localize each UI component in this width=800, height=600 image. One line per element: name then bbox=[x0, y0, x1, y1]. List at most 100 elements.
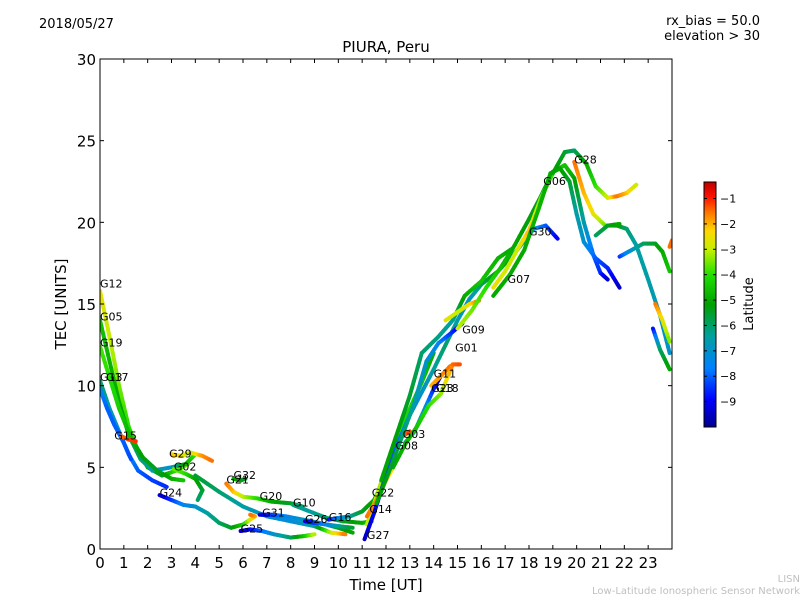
lisn-watermark: LISN Low-Latitude Ionospheric Sensor Net… bbox=[592, 574, 800, 598]
elevation-label: elevation > 30 bbox=[664, 29, 760, 44]
watermark-short: LISN bbox=[777, 574, 800, 585]
satellite-label-g03: G03 bbox=[403, 428, 426, 441]
track-segment bbox=[348, 529, 355, 535]
x-axis-label: Time [UT] bbox=[348, 576, 422, 594]
track-g24 bbox=[157, 493, 257, 530]
colorbar-tick-label: −1 bbox=[720, 193, 736, 206]
satellite-label-g06: G06 bbox=[543, 175, 566, 188]
x-tick-label: 7 bbox=[262, 554, 272, 572]
track-segment bbox=[195, 496, 201, 502]
satellite-label-g13: G13 bbox=[100, 371, 123, 384]
colorbar-tick-label: −4 bbox=[720, 269, 736, 282]
satellite-label-g28: G28 bbox=[574, 154, 597, 167]
track-g07 bbox=[455, 163, 610, 331]
satellite-label-g14: G14 bbox=[369, 503, 392, 516]
colorbar-tick-label: −6 bbox=[720, 319, 736, 332]
satellite-label-g30: G30 bbox=[529, 225, 552, 238]
track-segment bbox=[208, 457, 215, 463]
track-g29 bbox=[169, 450, 215, 463]
satellite-label-g16: G16 bbox=[329, 511, 352, 524]
track-segment bbox=[162, 483, 169, 489]
x-axis: 0 1 2 3 4 5 6 7 8 9 10 11 12 13 14 15 16 17 18 19 20 21 22 23 bbox=[95, 59, 658, 572]
watermark-long: Low-Latitude Ionospheric Sensor Network bbox=[592, 586, 800, 597]
x-tick-label: 2 bbox=[143, 554, 153, 572]
x-tick-label: 17 bbox=[496, 554, 515, 572]
x-tick-label: 11 bbox=[353, 554, 372, 572]
satellite-label-g18: G18 bbox=[436, 382, 459, 395]
satellite-label-g27: G27 bbox=[367, 529, 390, 542]
satellite-label-g25: G25 bbox=[241, 523, 264, 536]
satellite-label-g08: G08 bbox=[396, 439, 419, 452]
track-g13b bbox=[653, 302, 672, 344]
track-g05b bbox=[617, 241, 672, 274]
x-tick-label: 12 bbox=[376, 554, 395, 572]
y-tick-label: 30 bbox=[77, 51, 96, 69]
x-tick-label: 19 bbox=[543, 554, 562, 572]
x-tick-label: 0 bbox=[95, 554, 105, 572]
track-g20 bbox=[193, 473, 348, 537]
x-tick-label: 23 bbox=[639, 554, 658, 572]
colorbar-tick-label: −2 bbox=[720, 218, 736, 231]
x-tick-label: 21 bbox=[591, 554, 610, 572]
y-tick-label: 20 bbox=[77, 214, 96, 232]
x-tick-label: 9 bbox=[310, 554, 320, 572]
x-tick-label: 4 bbox=[191, 554, 201, 572]
track-g19 bbox=[100, 344, 186, 483]
x-tick-label: 14 bbox=[424, 554, 443, 572]
satellite-label-g07: G07 bbox=[508, 273, 531, 286]
x-tick-label: 20 bbox=[567, 554, 586, 572]
date-label: 2018/05/27 bbox=[39, 17, 114, 32]
satellite-label-g24: G24 bbox=[160, 487, 183, 500]
satellite-label-g10: G10 bbox=[293, 497, 316, 510]
track-g21b bbox=[650, 326, 672, 372]
track-segment bbox=[127, 454, 133, 462]
y-tick-label: 10 bbox=[77, 378, 96, 396]
y-tick-label: 5 bbox=[86, 459, 96, 477]
colorbar-gradient bbox=[703, 181, 717, 428]
track-segment bbox=[604, 276, 610, 282]
colorbar-tick-label: −5 bbox=[720, 294, 736, 307]
track-g06 bbox=[491, 166, 622, 298]
satellite-label-g32: G32 bbox=[233, 469, 256, 482]
satellite-label-g05: G05 bbox=[100, 310, 123, 323]
satellite-label-g22: G22 bbox=[372, 487, 395, 500]
satellite-tracks bbox=[100, 148, 672, 542]
colorbar-label: Latitude bbox=[742, 277, 757, 331]
x-tick-label: 22 bbox=[615, 554, 634, 572]
x-tick-label: 8 bbox=[286, 554, 296, 572]
track-g18 bbox=[391, 362, 462, 470]
track-g25 bbox=[238, 527, 317, 540]
track-segment bbox=[406, 429, 412, 435]
track-g23 bbox=[429, 364, 453, 388]
track-g11 bbox=[374, 321, 465, 506]
track-segment bbox=[666, 336, 672, 344]
colorbar: −1 −2 −3 −4 −5 −6 −7 −8 −9 Latitude bbox=[703, 181, 757, 428]
satellite-label-g01: G01 bbox=[455, 341, 478, 354]
satellite-label-g02: G02 bbox=[174, 461, 197, 474]
track-segment bbox=[615, 282, 622, 290]
x-tick-label: 6 bbox=[238, 554, 248, 572]
track-g26 bbox=[302, 519, 355, 530]
track-segment bbox=[666, 364, 672, 372]
satellite-label-g19: G19 bbox=[100, 336, 123, 349]
x-tick-label: 13 bbox=[400, 554, 419, 572]
track-g32 bbox=[231, 476, 248, 483]
colorbar-ticks: −1 −2 −3 −4 −5 −6 −7 −8 −9 bbox=[704, 193, 736, 409]
colorbar-tick-label: −3 bbox=[720, 243, 736, 256]
y-tick-label: 25 bbox=[77, 133, 96, 151]
parameters-label: rx_bias = 50.0 elevation > 30 bbox=[664, 14, 760, 44]
x-tick-label: 3 bbox=[167, 554, 177, 572]
satellite-label-g23: G23 bbox=[431, 382, 454, 395]
satellite-label-g26: G26 bbox=[305, 513, 328, 526]
satellite-label-g21: G21 bbox=[226, 474, 249, 487]
x-tick-label: 16 bbox=[472, 554, 491, 572]
satellite-label-g15: G15 bbox=[114, 430, 137, 443]
x-tick-label: 18 bbox=[519, 554, 538, 572]
x-tick-label: 10 bbox=[329, 554, 348, 572]
satellite-label-g29: G29 bbox=[169, 448, 192, 461]
satellite-label-g11: G11 bbox=[434, 368, 457, 381]
rx-bias-label: rx_bias = 50.0 bbox=[666, 14, 760, 29]
x-tick-label: 1 bbox=[119, 554, 129, 572]
